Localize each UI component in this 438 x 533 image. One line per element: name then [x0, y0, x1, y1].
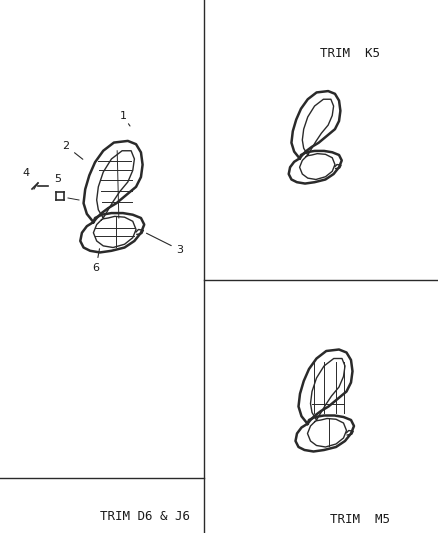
Text: 3: 3: [146, 233, 184, 255]
Text: 4: 4: [22, 168, 29, 178]
Text: 5: 5: [54, 174, 61, 184]
Text: TRIM  K5: TRIM K5: [320, 47, 380, 60]
Text: 6: 6: [92, 249, 99, 273]
Text: TRIM  M5: TRIM M5: [330, 513, 390, 526]
Text: 2: 2: [63, 141, 83, 159]
Text: TRIM D6 & J6: TRIM D6 & J6: [100, 510, 190, 523]
Text: 1: 1: [120, 111, 130, 126]
